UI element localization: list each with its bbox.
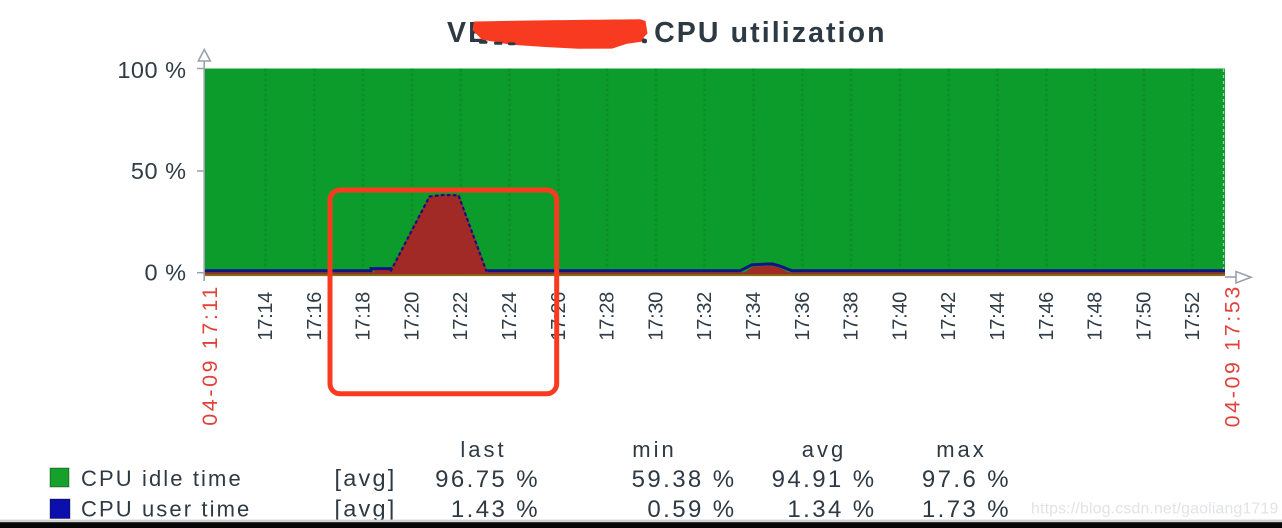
- svg-text:17:38: 17:38: [841, 292, 863, 341]
- svg-text:1.73 %: 1.73 %: [922, 496, 1011, 523]
- svg-text:[avg]: [avg]: [335, 465, 397, 491]
- svg-text:17:28: 17:28: [597, 292, 619, 341]
- svg-text:17:30: 17:30: [645, 292, 667, 341]
- svg-text:0 %: 0 %: [145, 260, 187, 286]
- svg-text:04-09 17:53: 04-09 17:53: [1221, 284, 1245, 427]
- svg-text:96.75 %: 96.75 %: [435, 466, 540, 493]
- svg-text:94.91 %: 94.91 %: [772, 466, 877, 493]
- svg-text:50 %: 50 %: [131, 158, 187, 184]
- svg-text:17:18: 17:18: [353, 292, 375, 341]
- svg-text:17:50: 17:50: [1133, 292, 1155, 341]
- svg-text:1.34 %: 1.34 %: [787, 496, 876, 523]
- svg-text:17:34: 17:34: [743, 292, 765, 341]
- svg-text:https://blog.csdn.net/gaoliang: https://blog.csdn.net/gaoliang1719: [1031, 501, 1278, 518]
- svg-text:17:48: 17:48: [1085, 292, 1107, 341]
- svg-text:CPU idle time: CPU idle time: [81, 466, 243, 491]
- svg-text:: CPU utilization: : CPU utilization: [633, 17, 887, 49]
- svg-text:0.59 %: 0.59 %: [647, 496, 736, 523]
- svg-text:last: last: [460, 437, 506, 462]
- svg-text:17:44: 17:44: [987, 292, 1009, 341]
- svg-text:17:24: 17:24: [499, 292, 521, 341]
- svg-text:04-09 17:11: 04-09 17:11: [198, 284, 222, 426]
- svg-text:17:52: 17:52: [1182, 292, 1204, 341]
- svg-text:17:16: 17:16: [304, 292, 326, 341]
- svg-text:avg: avg: [802, 437, 846, 462]
- svg-text:CPU user time: CPU user time: [81, 497, 251, 522]
- svg-text:17:46: 17:46: [1036, 292, 1058, 341]
- svg-text:97.6 %: 97.6 %: [922, 466, 1011, 493]
- svg-text:17:22: 17:22: [450, 292, 472, 341]
- svg-text:min: min: [632, 437, 676, 462]
- svg-text:17:32: 17:32: [694, 292, 716, 341]
- svg-text:17:42: 17:42: [938, 292, 960, 341]
- svg-text:17:36: 17:36: [792, 292, 814, 341]
- svg-text:1.43 %: 1.43 %: [451, 496, 540, 523]
- svg-text:17:20: 17:20: [401, 292, 423, 341]
- svg-text:100 %: 100 %: [117, 57, 186, 83]
- svg-text:17:40: 17:40: [889, 292, 911, 341]
- svg-text:[avg]: [avg]: [335, 496, 397, 522]
- svg-text:17:14: 17:14: [255, 292, 277, 341]
- svg-text:max: max: [936, 437, 987, 462]
- svg-text:59.38 %: 59.38 %: [632, 466, 737, 493]
